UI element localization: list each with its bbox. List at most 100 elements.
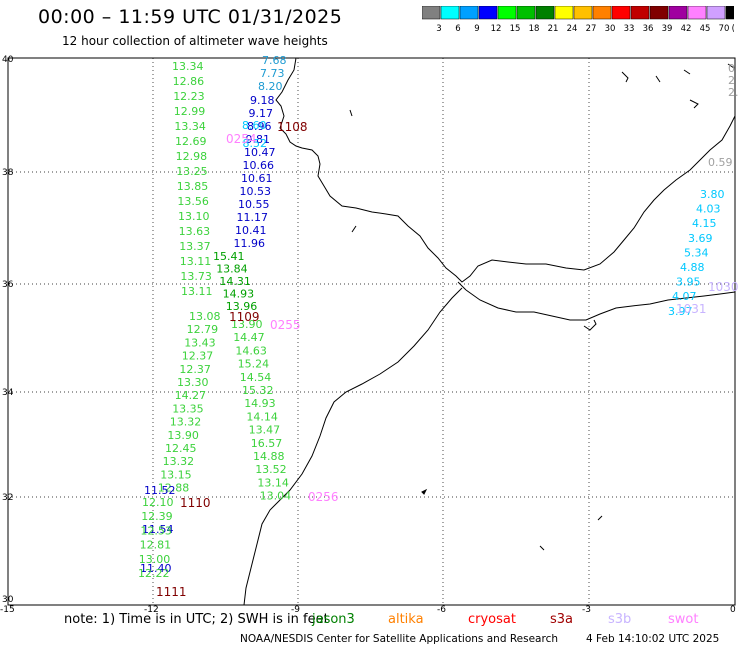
- wave-height-value: 13.25: [176, 165, 208, 178]
- wave-height-value: 12.99: [174, 105, 206, 118]
- lon-label: -15: [0, 605, 15, 615]
- wave-height-value: 8.60: [242, 119, 267, 132]
- wave-height-value: 10.55: [238, 198, 270, 211]
- colorbar-label: 33: [624, 24, 635, 34]
- wave-height-value: 9.18: [250, 94, 275, 107]
- wave-height-value: 4.15: [692, 217, 717, 230]
- wave-height-value: 13.30: [177, 376, 209, 389]
- wave-height-value: 10.41: [235, 224, 267, 237]
- colorbar-swatch: [725, 6, 734, 20]
- wave-height-value: 12.39: [141, 510, 173, 523]
- wave-height-value: 13.14: [257, 476, 289, 489]
- lon-label: -12: [144, 605, 159, 615]
- colorbar-label: 42: [681, 24, 692, 34]
- wave-height-value: 14.47: [233, 331, 265, 344]
- wave-height-value: 14.31: [219, 275, 251, 288]
- colorbar-swatch: [535, 6, 555, 20]
- wave-height-value: 13.04: [260, 490, 292, 503]
- wave-height-value: 4.07: [672, 290, 697, 303]
- colorbar-swatch: [516, 6, 536, 20]
- colorbar-swatch: [668, 6, 688, 20]
- colorbar-swatch: [573, 6, 593, 20]
- colorbar-swatch: [459, 6, 479, 20]
- colorbar-label: 3: [436, 24, 441, 34]
- wave-height-value: 13.63: [179, 225, 211, 238]
- colorbar-swatch: [630, 6, 650, 20]
- wave-height-value: 13.34: [172, 60, 204, 73]
- wave-height-value: 8.20: [258, 80, 283, 93]
- wave-height-value: 14.93: [244, 397, 276, 410]
- wave-height-value: 13.10: [178, 210, 210, 223]
- pass-time-label: 1030: [708, 280, 739, 294]
- wave-height-value: 3.95: [676, 276, 701, 289]
- wave-height-value: 12.37: [182, 350, 214, 363]
- timestamp-text: 4 Feb 14:10:02 UTC 2025: [586, 633, 720, 645]
- colorbar-swatch: [687, 6, 707, 20]
- mission-jason3: jason3: [312, 612, 355, 627]
- lat-label: 30: [2, 595, 14, 605]
- colorbar-swatch: [422, 6, 441, 20]
- wave-height-value: 12.81: [140, 539, 172, 552]
- wave-height-value: 12.88: [158, 482, 190, 495]
- colorbar-swatch: [611, 6, 631, 20]
- wave-height-value: 12.22: [138, 567, 170, 580]
- pass-time-label: 1031: [676, 302, 707, 316]
- colorbar-label: 30: [605, 24, 616, 34]
- wave-height-value: 9.81: [246, 133, 271, 146]
- colorbar-label: 27: [586, 24, 597, 34]
- pass-time-label: 1110: [180, 496, 211, 510]
- graticule: [8, 58, 735, 605]
- colorbar-label: 36: [643, 24, 654, 34]
- wave-height-value: 13.35: [172, 402, 204, 415]
- lon-label: -3: [582, 605, 591, 615]
- wave-height-value: 10.53: [240, 185, 272, 198]
- wave-height-value: 3.69: [688, 232, 713, 245]
- wave-height-value: 13.34: [174, 120, 206, 133]
- wave-height-value: 10.47: [244, 146, 276, 159]
- mission-swot: swot: [668, 612, 699, 627]
- colorbar-label: 45: [700, 24, 711, 34]
- pass-time-label: 1111: [156, 585, 187, 599]
- wave-height-value: 14.88: [253, 450, 285, 463]
- wave-height-value: 13.32: [163, 455, 195, 468]
- colorbar-swatch: [440, 6, 460, 20]
- wave-height-value: 14.14: [246, 410, 278, 423]
- wave-height-value: 11.17: [237, 211, 269, 224]
- colorbar-label: 12: [491, 24, 502, 34]
- footer-note: note: 1) Time is in UTC; 2) SWH is in fe…: [64, 612, 329, 627]
- colorbar-label: 24: [567, 24, 578, 34]
- wave-height-value: 12.53: [140, 524, 172, 537]
- wave-height-value: 0.59: [708, 156, 733, 169]
- colorbar-label: 39: [662, 24, 673, 34]
- wave-height-value: 14.54: [240, 371, 271, 384]
- wave-height-value: 2: [728, 74, 735, 87]
- wave-height-value: 7.68: [262, 54, 287, 67]
- pass-time-label: 1108: [277, 120, 308, 134]
- colorbar-label: 9: [474, 24, 479, 34]
- wave-height-value: 13.84: [216, 263, 248, 276]
- wave-height-value: 13.73: [180, 270, 212, 283]
- colorbar-label: 70: [719, 24, 730, 34]
- colorbar-swatch: [649, 6, 669, 20]
- colorbar-swatch: [706, 6, 726, 20]
- wave-height-value: 13.32: [170, 416, 202, 429]
- wave-height-value: 13.90: [231, 318, 263, 331]
- wave-height-value: 13.47: [249, 424, 281, 437]
- wave-height-value: 13.43: [184, 336, 216, 349]
- wave-height-value: 12.98: [176, 150, 208, 163]
- wave-height-value: 3.80: [700, 188, 725, 201]
- wave-height-value: 5.34: [684, 246, 709, 259]
- lat-label: 38: [2, 168, 14, 178]
- page-title: 00:00 – 11:59 UTC 01/31/2025: [38, 6, 343, 28]
- colorbar-swatch: [478, 6, 498, 20]
- wave-height-value: 11.52: [144, 484, 176, 497]
- wave-height-value: 12.86: [173, 75, 205, 88]
- wave-height-value: 14.27: [175, 389, 207, 402]
- wave-height-value: 12.10: [142, 496, 174, 509]
- wave-height-value: 11.54: [142, 523, 174, 536]
- colorbar-label: (ft): [732, 24, 734, 34]
- lon-label: -9: [291, 605, 300, 615]
- wave-height-value: 12.37: [179, 363, 211, 376]
